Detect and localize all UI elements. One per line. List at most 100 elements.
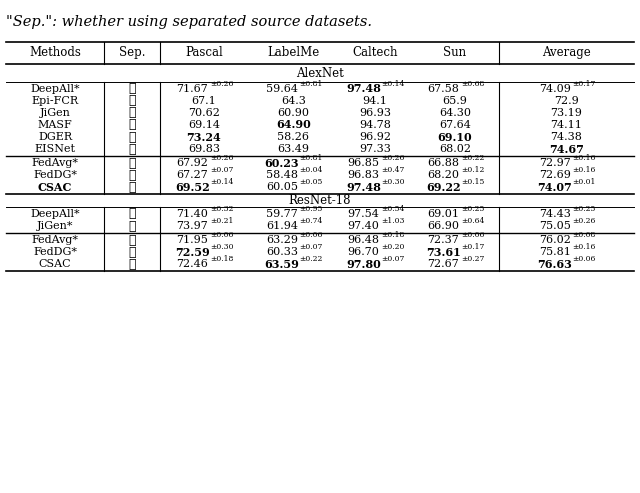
Text: 96.70: 96.70: [348, 247, 380, 257]
Text: 67.1: 67.1: [191, 96, 216, 106]
Text: ±0.26: ±0.26: [381, 154, 404, 162]
Text: Pascal: Pascal: [185, 46, 223, 59]
Text: 97.40: 97.40: [348, 221, 380, 231]
Text: 73.24: 73.24: [187, 132, 221, 142]
Text: 72.46: 72.46: [177, 259, 209, 269]
Text: 74.07: 74.07: [538, 182, 572, 193]
Text: ±0.06: ±0.06: [572, 255, 596, 263]
Text: ±0.26: ±0.26: [210, 80, 234, 88]
Text: 70.62: 70.62: [188, 108, 220, 118]
Text: ±0.12: ±0.12: [461, 167, 484, 175]
Text: ±0.25: ±0.25: [461, 205, 484, 213]
Text: 76.02: 76.02: [539, 235, 571, 245]
Text: MASF: MASF: [38, 120, 72, 130]
Text: ±0.54: ±0.54: [381, 205, 404, 213]
Text: 76.63: 76.63: [537, 259, 572, 270]
Text: "Sep.": whether using separated source datasets.: "Sep.": whether using separated source d…: [6, 15, 372, 29]
Text: ±0.14: ±0.14: [381, 80, 404, 88]
Text: ✓: ✓: [128, 246, 136, 259]
Text: 59.77: 59.77: [266, 209, 298, 219]
Text: ±0.05: ±0.05: [300, 178, 323, 186]
Text: ±0.22: ±0.22: [461, 154, 484, 162]
Text: ✗: ✗: [128, 219, 136, 233]
Text: 94.1: 94.1: [362, 96, 387, 106]
Text: ±0.17: ±0.17: [572, 80, 596, 88]
Text: 69.83: 69.83: [188, 144, 220, 154]
Text: 74.67: 74.67: [548, 143, 584, 155]
Text: 71.67: 71.67: [177, 84, 209, 94]
Text: 97.80: 97.80: [346, 259, 381, 270]
Text: 71.40: 71.40: [177, 209, 209, 219]
Text: Caltech: Caltech: [352, 46, 397, 59]
Text: 60.05: 60.05: [266, 182, 298, 192]
Text: 63.49: 63.49: [277, 144, 309, 154]
Text: 96.48: 96.48: [348, 235, 380, 245]
Text: ±0.20: ±0.20: [381, 244, 404, 251]
Text: ✓: ✓: [128, 157, 136, 170]
Text: 59.64: 59.64: [266, 84, 298, 94]
Text: 67.27: 67.27: [177, 171, 209, 180]
Text: ±0.14: ±0.14: [210, 178, 234, 186]
Text: ±0.25: ±0.25: [572, 205, 596, 213]
Text: 97.54: 97.54: [348, 209, 380, 219]
Text: Epi-FCR: Epi-FCR: [31, 96, 79, 106]
Text: 72.37: 72.37: [428, 235, 460, 245]
Text: 97.33: 97.33: [359, 144, 391, 154]
Text: 72.59: 72.59: [175, 247, 210, 258]
Text: ✗: ✗: [128, 106, 136, 119]
Text: 72.69: 72.69: [539, 171, 571, 180]
Text: 63.59: 63.59: [264, 259, 300, 270]
Text: DeepAll*: DeepAll*: [30, 209, 80, 219]
Text: 72.67: 72.67: [428, 259, 460, 269]
Text: ±0.06: ±0.06: [461, 231, 484, 239]
Text: 69.22: 69.22: [426, 182, 461, 193]
Text: ✗: ✗: [128, 208, 136, 220]
Text: ±0.95: ±0.95: [300, 205, 323, 213]
Text: 63.29: 63.29: [266, 235, 298, 245]
Text: 74.43: 74.43: [539, 209, 571, 219]
Text: Average: Average: [542, 46, 591, 59]
Text: ±0.18: ±0.18: [210, 255, 234, 263]
Text: 96.85: 96.85: [348, 158, 380, 168]
Text: LabelMe: LabelMe: [268, 46, 319, 59]
Text: ✗: ✗: [128, 131, 136, 143]
Text: 60.23: 60.23: [264, 158, 299, 169]
Text: ✗: ✗: [128, 94, 136, 107]
Text: ±0.16: ±0.16: [572, 244, 596, 251]
Text: 97.48: 97.48: [346, 83, 381, 94]
Text: AlexNet: AlexNet: [296, 67, 344, 80]
Text: FedAvg*: FedAvg*: [31, 235, 79, 245]
Text: ResNet-18: ResNet-18: [289, 194, 351, 207]
Text: 67.64: 67.64: [439, 120, 471, 130]
Text: ±1.03: ±1.03: [381, 217, 404, 225]
Text: ±0.30: ±0.30: [381, 178, 404, 186]
Text: 68.20: 68.20: [428, 171, 460, 180]
Text: Sep.: Sep.: [118, 46, 145, 59]
Text: ±0.06: ±0.06: [210, 231, 234, 239]
Text: ✓: ✓: [128, 234, 136, 246]
Text: FedDG*: FedDG*: [33, 171, 77, 180]
Text: ±0.64: ±0.64: [461, 217, 484, 225]
Text: ±0.07: ±0.07: [210, 167, 234, 175]
Text: 96.92: 96.92: [359, 132, 391, 142]
Text: EISNet: EISNet: [35, 144, 76, 154]
Text: 66.90: 66.90: [428, 221, 460, 231]
Text: 65.9: 65.9: [442, 96, 467, 106]
Text: 64.30: 64.30: [439, 108, 471, 118]
Text: ±0.30: ±0.30: [210, 244, 234, 251]
Text: 71.95: 71.95: [177, 235, 209, 245]
Text: DeepAll*: DeepAll*: [30, 84, 80, 94]
Text: ±0.81: ±0.81: [300, 80, 323, 88]
Text: DGER: DGER: [38, 132, 72, 142]
Text: 58.48: 58.48: [266, 171, 298, 180]
Text: ±0.07: ±0.07: [381, 255, 404, 263]
Text: 60.90: 60.90: [277, 108, 309, 118]
Text: ±0.47: ±0.47: [381, 167, 404, 175]
Text: ±0.16: ±0.16: [572, 154, 596, 162]
Text: ±0.74: ±0.74: [300, 217, 323, 225]
Text: Methods: Methods: [29, 46, 81, 59]
Text: FedAvg*: FedAvg*: [31, 158, 79, 168]
Text: CSAC: CSAC: [38, 182, 72, 193]
Text: ±0.16: ±0.16: [572, 167, 596, 175]
Text: 60.33: 60.33: [266, 247, 298, 257]
